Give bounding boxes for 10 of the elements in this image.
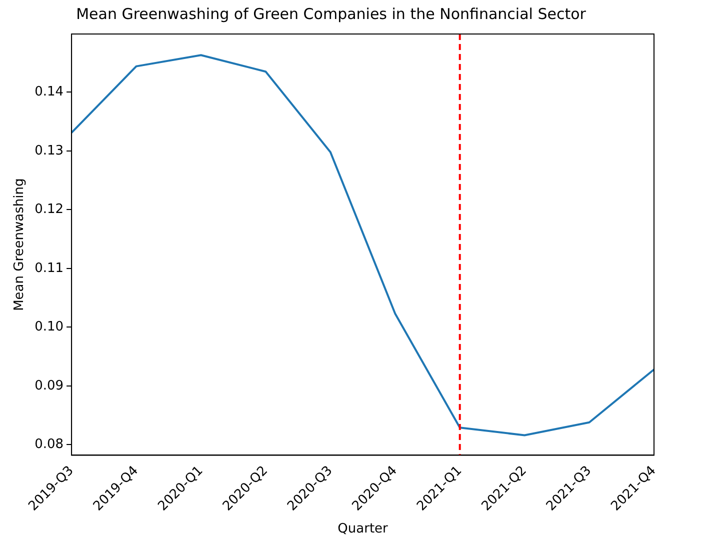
- y-tick-label: 0.08: [34, 437, 64, 452]
- y-tick-label: 0.09: [34, 378, 64, 394]
- x-axis-title: Quarter: [338, 522, 389, 537]
- y-tick-label: 0.12: [34, 202, 64, 218]
- y-tick-label: 0.14: [34, 84, 64, 100]
- y-axis-title: Mean Greenwashing: [12, 178, 28, 311]
- y-tick-label: 0.11: [34, 260, 64, 276]
- chart-title: Mean Greenwashing of Green Companies in the Nonfinancial Sector: [76, 4, 587, 23]
- y-tick-label: 0.13: [34, 143, 64, 158]
- y-tick-label: 0.10: [34, 320, 64, 335]
